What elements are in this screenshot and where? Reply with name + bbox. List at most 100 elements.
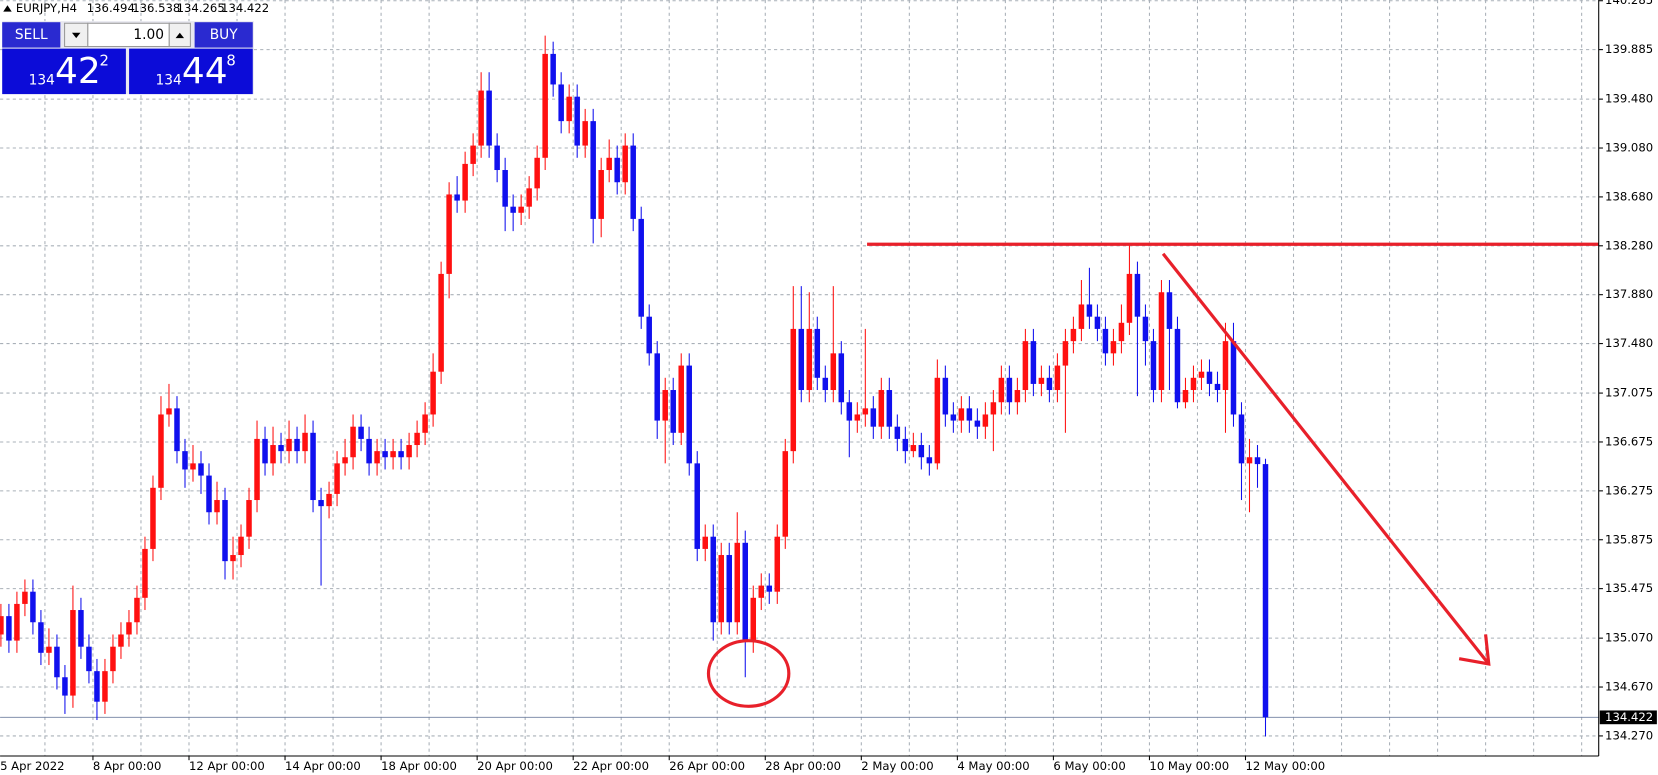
candle-body — [206, 475, 212, 513]
candle-body — [350, 426, 356, 458]
candle-body — [622, 145, 628, 183]
candle-body — [406, 445, 412, 458]
candle-body — [238, 536, 244, 556]
candle-body — [182, 451, 188, 470]
candle-body — [718, 555, 724, 623]
y-tick-label: 136.275 — [1605, 483, 1653, 497]
candle-body — [1014, 390, 1021, 403]
candle-body — [558, 84, 564, 122]
candle-body — [854, 414, 861, 421]
candle-body — [118, 634, 124, 647]
candle-body — [878, 390, 885, 427]
candle-body — [1206, 371, 1213, 384]
candle-body — [702, 536, 708, 549]
candle-body — [142, 548, 148, 598]
x-tick-label: 2 May 00:00 — [861, 759, 933, 773]
candle-body — [494, 145, 500, 171]
candle-body — [1046, 377, 1053, 391]
candle-body — [1110, 341, 1117, 354]
candle-body — [726, 555, 732, 623]
candle-body — [606, 157, 612, 171]
candle-body — [1198, 371, 1205, 378]
sell-button[interactable] — [2, 22, 61, 48]
candle-body — [550, 53, 556, 85]
candle-body — [1006, 377, 1013, 403]
candle-body — [1150, 341, 1157, 391]
y-tick-label: 136.675 — [1605, 434, 1653, 448]
candle-body — [1118, 322, 1125, 342]
lot-up-icon — [175, 32, 185, 39]
candle-body — [966, 408, 973, 421]
candle-body — [110, 646, 116, 672]
candle-body — [22, 591, 28, 604]
candle-body — [1262, 464, 1269, 718]
candle-body — [1038, 377, 1045, 384]
candle-body — [230, 555, 236, 562]
candle-body — [382, 451, 388, 458]
candle-body — [190, 463, 196, 470]
ask-big: 134 — [156, 72, 182, 88]
candle-body — [1134, 273, 1141, 317]
candle-body — [1182, 390, 1189, 403]
trend-arrow — [1161, 252, 1490, 665]
candle-body — [310, 432, 316, 501]
candle-body — [1142, 316, 1149, 342]
candle-body — [174, 408, 180, 452]
candle-body — [214, 500, 220, 513]
candle-body — [654, 353, 660, 421]
buy-label[interactable]: BUY — [210, 27, 238, 43]
ask-tile[interactable] — [129, 48, 253, 95]
y-tick-label: 134.270 — [1605, 728, 1653, 742]
candle-body — [1054, 365, 1061, 391]
x-tick-label: 26 Apr 00:00 — [669, 759, 745, 773]
y-tick-label: 140.285 — [1605, 0, 1653, 7]
candle-body — [462, 163, 468, 201]
candle-body — [1062, 341, 1069, 366]
candle-body — [102, 671, 108, 702]
candle-body — [902, 438, 909, 452]
candle-body — [334, 463, 340, 494]
candle-body — [14, 603, 20, 641]
bid-tile[interactable] — [2, 48, 126, 95]
candle-body — [678, 365, 684, 433]
lot-value: 1.00 — [133, 27, 164, 43]
candle-body — [438, 273, 444, 372]
candle-body — [46, 646, 52, 653]
x-tick-label: 4 May 00:00 — [957, 759, 1029, 773]
candle-body — [470, 145, 476, 164]
candle-body — [262, 438, 268, 464]
candle-body — [798, 328, 805, 391]
candle-body — [918, 445, 925, 458]
candle-body — [1222, 341, 1229, 391]
x-tick-label: 22 Apr 00:00 — [573, 759, 649, 773]
x-tick-label: 28 Apr 00:00 — [765, 759, 841, 773]
candle-body — [1070, 328, 1077, 342]
candle-body — [502, 170, 508, 207]
candle-body — [422, 414, 428, 433]
candle-body — [254, 438, 260, 501]
candle-body — [446, 194, 452, 274]
candle-body — [742, 542, 749, 641]
candle-body — [510, 206, 516, 213]
candle-body — [958, 408, 965, 421]
candle-body — [30, 591, 36, 623]
y-tick-label: 138.280 — [1605, 238, 1653, 252]
candle-body — [1254, 457, 1261, 465]
candle-body — [398, 451, 404, 458]
candle-body — [782, 451, 789, 537]
x-tick-label: 20 Apr 00:00 — [477, 759, 553, 773]
candle-body — [598, 170, 604, 219]
candle-body — [838, 353, 845, 403]
candle-body — [566, 96, 572, 122]
y-tick-label: 138.680 — [1605, 189, 1653, 203]
candle-body — [1214, 383, 1221, 391]
candle-body — [846, 402, 853, 421]
candle-body — [1158, 292, 1165, 391]
candle-body — [1102, 328, 1109, 354]
sell-label[interactable]: SELL — [15, 27, 48, 43]
candle-body — [486, 90, 492, 146]
buy-button[interactable] — [194, 22, 253, 48]
y-tick-label: 135.875 — [1605, 532, 1653, 546]
